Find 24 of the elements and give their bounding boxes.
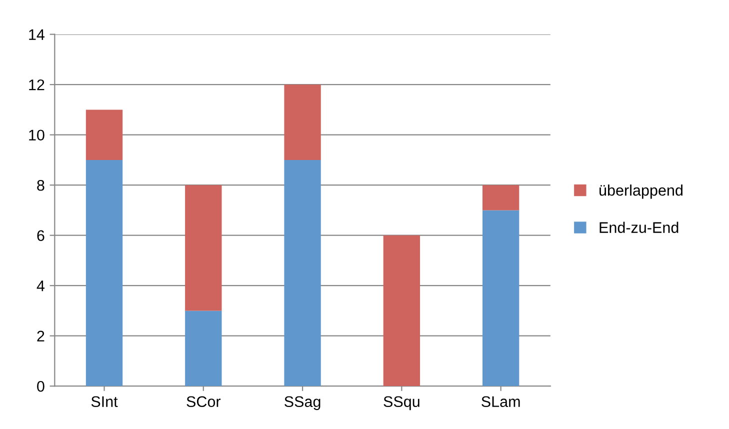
- x-tick-label: SSag: [284, 396, 320, 410]
- bar: [482, 185, 520, 210]
- y-tick-label: 4: [36, 280, 45, 292]
- bar: [284, 160, 321, 386]
- bar: [86, 160, 123, 386]
- y-tick-label: 0: [37, 380, 44, 392]
- bar: [185, 185, 222, 311]
- y-tick-label: 10: [29, 130, 44, 141]
- y-tick-label: 12: [29, 79, 44, 90]
- x-tick-label: SSqu: [384, 396, 420, 410]
- legend-label: überlappend: [600, 184, 682, 199]
- legend-label: End-zu-End: [600, 222, 678, 233]
- bar: [482, 210, 520, 386]
- bar: [185, 310, 222, 386]
- y-tick-label: 6: [37, 230, 44, 242]
- x-tick-label: SLam: [482, 396, 520, 408]
- y-tick-label: 2: [37, 330, 44, 342]
- bar: [383, 235, 420, 386]
- bar: [86, 110, 123, 160]
- y-tick-label: 14: [29, 29, 45, 40]
- y-tick-label: 8: [37, 180, 44, 191]
- x-tick-label: SInt: [91, 396, 118, 408]
- x-tick-label: SCor: [186, 396, 221, 408]
- bar: [284, 84, 321, 160]
